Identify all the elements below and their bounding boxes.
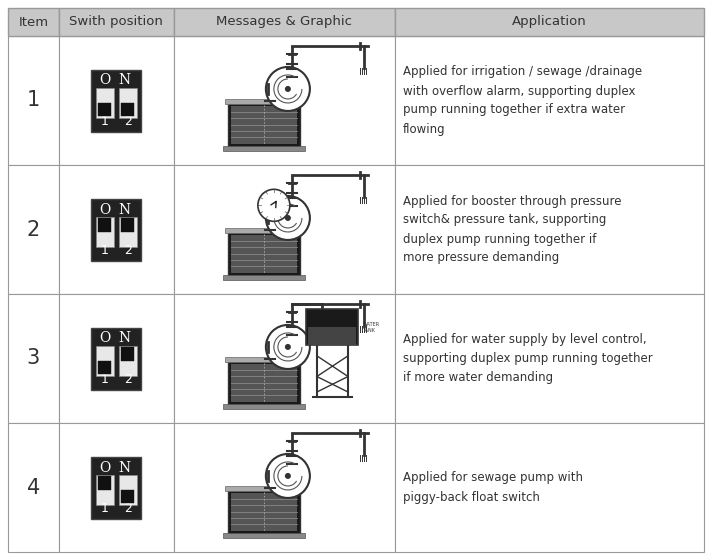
Bar bbox=[231, 235, 297, 273]
Bar bbox=[59, 8, 174, 36]
Text: Item: Item bbox=[19, 16, 48, 29]
Bar bbox=[91, 198, 141, 260]
Bar bbox=[223, 145, 305, 150]
Bar bbox=[8, 294, 59, 423]
Text: 3: 3 bbox=[27, 348, 40, 368]
Text: 1: 1 bbox=[101, 373, 109, 386]
Circle shape bbox=[266, 454, 310, 498]
Text: 4: 4 bbox=[27, 477, 40, 498]
Bar bbox=[228, 361, 300, 405]
Text: 2: 2 bbox=[124, 244, 132, 257]
Bar bbox=[225, 228, 303, 233]
Text: 2: 2 bbox=[124, 373, 132, 386]
Bar bbox=[95, 88, 114, 117]
Bar bbox=[121, 218, 135, 231]
Bar bbox=[119, 345, 137, 376]
Bar bbox=[225, 98, 303, 103]
Bar bbox=[95, 345, 114, 376]
Bar bbox=[8, 165, 59, 294]
Bar bbox=[121, 347, 135, 361]
Bar bbox=[228, 231, 300, 276]
Text: 1: 1 bbox=[27, 91, 40, 111]
Bar bbox=[59, 423, 174, 552]
Text: 1: 1 bbox=[101, 502, 109, 515]
Text: O: O bbox=[99, 331, 110, 345]
Text: O: O bbox=[99, 73, 110, 88]
Bar bbox=[395, 36, 704, 165]
Bar bbox=[174, 8, 395, 36]
Bar bbox=[228, 490, 300, 533]
Text: N: N bbox=[119, 331, 131, 345]
Bar bbox=[174, 165, 395, 294]
Text: Applied for irrigation / sewage /drainage
with overflow alarm, supporting duplex: Applied for irrigation / sewage /drainag… bbox=[403, 65, 642, 135]
Bar bbox=[223, 533, 305, 538]
Text: 1: 1 bbox=[101, 115, 109, 128]
Bar bbox=[8, 36, 59, 165]
Bar bbox=[231, 492, 297, 530]
Text: Application: Application bbox=[512, 16, 587, 29]
Text: Applied for booster through pressure
switch& pressure tank, supporting
duplex pu: Applied for booster through pressure swi… bbox=[403, 195, 622, 264]
Bar bbox=[98, 102, 112, 116]
Bar bbox=[119, 475, 137, 505]
Text: 1: 1 bbox=[101, 244, 109, 257]
Bar bbox=[225, 357, 303, 362]
Bar bbox=[121, 490, 135, 503]
Circle shape bbox=[285, 215, 291, 221]
Bar bbox=[223, 404, 305, 409]
Circle shape bbox=[285, 344, 291, 350]
Bar bbox=[91, 457, 141, 519]
Bar bbox=[95, 216, 114, 247]
Bar bbox=[91, 328, 141, 390]
Bar bbox=[174, 423, 395, 552]
Bar bbox=[119, 88, 137, 117]
Bar bbox=[395, 8, 704, 36]
Bar bbox=[223, 274, 305, 280]
Bar bbox=[395, 294, 704, 423]
Text: O: O bbox=[99, 202, 110, 216]
Circle shape bbox=[266, 196, 310, 240]
Circle shape bbox=[285, 473, 291, 479]
Bar bbox=[8, 423, 59, 552]
Circle shape bbox=[285, 86, 291, 92]
Text: Messages & Graphic: Messages & Graphic bbox=[216, 16, 352, 29]
Bar bbox=[395, 165, 704, 294]
Text: 2: 2 bbox=[124, 502, 132, 515]
Text: N: N bbox=[119, 461, 131, 475]
Bar bbox=[228, 102, 300, 146]
Bar bbox=[231, 106, 297, 144]
Bar bbox=[98, 218, 112, 231]
Text: 2: 2 bbox=[27, 220, 40, 239]
Text: Applied for sewage pump with
piggy-back float switch: Applied for sewage pump with piggy-back … bbox=[403, 471, 583, 504]
Text: 2: 2 bbox=[124, 115, 132, 128]
Bar bbox=[306, 310, 358, 345]
Circle shape bbox=[266, 325, 310, 369]
Bar bbox=[174, 294, 395, 423]
Bar bbox=[225, 486, 303, 491]
Bar bbox=[59, 165, 174, 294]
Bar bbox=[121, 102, 135, 116]
Bar bbox=[308, 328, 357, 345]
Circle shape bbox=[258, 190, 290, 221]
Bar bbox=[174, 36, 395, 165]
Bar bbox=[8, 8, 59, 36]
Bar bbox=[98, 476, 112, 490]
Text: WATER
TANK: WATER TANK bbox=[362, 322, 379, 333]
Text: N: N bbox=[119, 73, 131, 88]
Circle shape bbox=[266, 67, 310, 111]
Bar bbox=[59, 36, 174, 165]
Text: Applied for water supply by level control,
supporting duplex pump running togeth: Applied for water supply by level contro… bbox=[403, 333, 653, 384]
Bar bbox=[395, 423, 704, 552]
Text: Swith position: Swith position bbox=[69, 16, 163, 29]
Bar bbox=[119, 216, 137, 247]
Bar bbox=[59, 294, 174, 423]
Bar bbox=[91, 69, 141, 131]
Bar bbox=[95, 475, 114, 505]
Text: O: O bbox=[99, 461, 110, 475]
Bar bbox=[231, 363, 297, 401]
Bar bbox=[98, 361, 112, 374]
Text: N: N bbox=[119, 202, 131, 216]
